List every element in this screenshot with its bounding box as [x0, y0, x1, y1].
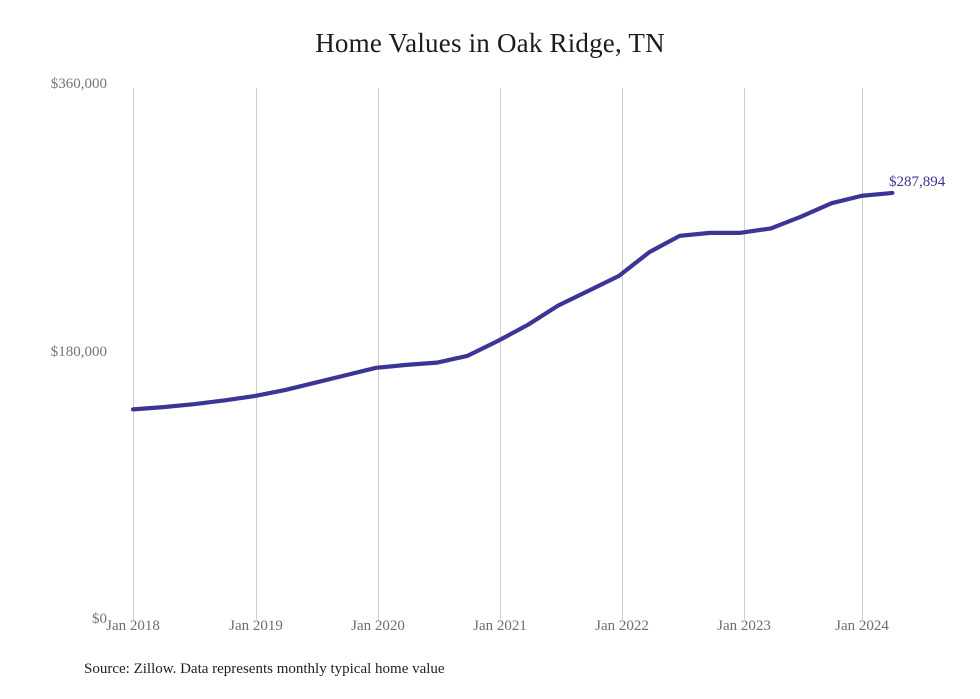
chart-title: Home Values in Oak Ridge, TN: [315, 28, 665, 58]
y-tick-label-360000: $360,000: [50, 76, 107, 92]
x-tick-label-jan-2019: Jan 2019: [229, 618, 283, 634]
source-footnote: Source: Zillow. Data represents monthly …: [84, 661, 445, 677]
end-value-label: $287,894: [889, 174, 946, 190]
x-tick-label-jan-2024: Jan 2024: [835, 618, 889, 634]
x-tick-label-jan-2022: Jan 2022: [595, 618, 649, 634]
gridline-jan-2020: [378, 88, 379, 620]
y-tick-label-180000: $180,000: [50, 344, 107, 360]
y-tick-label-0: $0: [92, 611, 107, 627]
home-value-line: [130, 190, 895, 412]
gridline-jan-2021: [500, 88, 501, 620]
gridline-jan-2018: [133, 88, 134, 620]
x-tick-label-jan-2021: Jan 2021: [473, 618, 527, 634]
gridline-jan-2023: [744, 88, 745, 620]
gridline-jan-2024: [862, 88, 863, 620]
x-tick-label-jan-2023: Jan 2023: [717, 618, 771, 634]
gridline-jan-2022: [622, 88, 623, 620]
x-tick-label-jan-2020: Jan 2020: [351, 618, 405, 634]
x-tick-label-jan-2018: Jan 2018: [106, 618, 160, 634]
gridline-jan-2019: [256, 88, 257, 620]
